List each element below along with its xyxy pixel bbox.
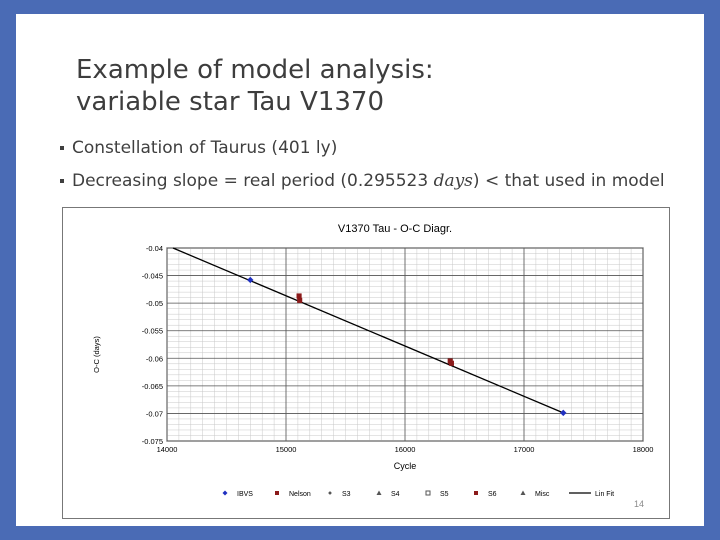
legend-swatch-misc — [520, 490, 526, 495]
chart-title: V1370 Tau - O-C Diagr. — [338, 223, 452, 235]
y-tick-label: -0.07 — [146, 409, 163, 418]
y-tick-label: -0.055 — [142, 327, 163, 336]
bullet-text-italic: days — [433, 171, 473, 191]
legend-label-lin-fit: Lin Fit — [595, 491, 614, 498]
fit-line — [172, 247, 564, 414]
y-tick-label: -0.045 — [142, 272, 163, 281]
data-point-nelson — [448, 360, 454, 366]
legend-label-s3: S3 — [342, 491, 351, 498]
x-tick-label: 17000 — [514, 445, 535, 454]
legend-swatch-s3 — [328, 491, 332, 495]
legend-swatch-s6 — [474, 491, 478, 495]
x-tick-label: 14000 — [157, 445, 178, 454]
y-tick-label: -0.05 — [146, 299, 163, 308]
bullet-text-pre: Decreasing slope = real period (0.295523 — [72, 171, 434, 191]
legend-swatch-ibvs — [222, 490, 228, 496]
data-point-nelson — [296, 293, 302, 299]
chart-frame: V1370 Tau - O-C Diagr. -0.04 -0.045 -0.05 -0… — [62, 207, 670, 519]
bullet-text-post: ) < that used in model — [472, 171, 665, 191]
legend-label-misc: Misc — [535, 491, 550, 498]
bullet-dot-icon — [60, 179, 64, 183]
data-point-ibvs — [247, 276, 254, 284]
legend-label-s5: S5 — [440, 491, 449, 498]
oc-diagram-chart: V1370 Tau - O-C Diagr. -0.04 -0.045 -0.05 -0… — [92, 223, 654, 498]
data-point-ibvs — [560, 409, 567, 417]
legend-label-s4: S4 — [391, 491, 400, 498]
title-line-1: Example of model analysis: — [76, 55, 434, 85]
bullet-item: Decreasing slope = real period (0.295523… — [60, 169, 690, 202]
bullet-item: Constellation of Taurus (401 ly) — [60, 136, 690, 169]
legend-swatch-nelson — [275, 491, 279, 495]
x-tick-label: 18000 — [633, 445, 654, 454]
x-tick-label: 15000 — [276, 445, 297, 454]
y-tick-label: -0.065 — [142, 382, 163, 391]
legend-label-ibvs: IBVS — [237, 491, 253, 498]
y-tick-label: -0.06 — [146, 354, 163, 363]
slide: Example of model analysis: variable star… — [16, 14, 704, 526]
y-tick-label: -0.04 — [146, 244, 163, 253]
bullet-list: Constellation of Taurus (401 ly) Decreas… — [60, 136, 690, 202]
bullet-dot-icon — [60, 146, 64, 150]
y-tick-label: -0.075 — [142, 437, 163, 446]
legend-label-nelson: Nelson — [289, 491, 311, 498]
x-tick-label: 16000 — [395, 445, 416, 454]
bullet-text: Constellation of Taurus (401 ly) — [72, 138, 338, 158]
title-line-2: variable star Tau V1370 — [76, 87, 384, 117]
legend-swatch-s5 — [425, 490, 431, 496]
y-axis-label: O-C (days) — [92, 336, 101, 373]
data-point-nelson — [297, 297, 303, 303]
x-axis-label: Cycle — [394, 461, 417, 471]
legend-label-s6: S6 — [488, 491, 497, 498]
legend-swatch-s4 — [376, 490, 382, 495]
page-number: 14 — [634, 499, 645, 509]
slide-title: Example of model analysis: variable star… — [76, 54, 676, 118]
